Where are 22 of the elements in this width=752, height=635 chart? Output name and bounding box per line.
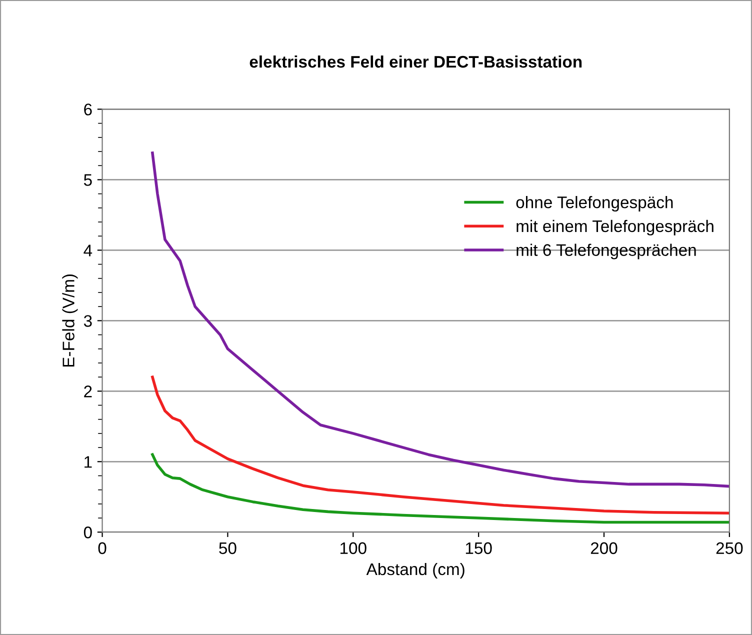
x-tick-label: 100: [340, 542, 366, 554]
y-axis-title: E-Feld (V/m): [62, 274, 78, 367]
legend-label: ohne Telefongespäch: [516, 196, 673, 212]
chart-title: elektrisches Feld einer DECT-Basisstation: [250, 55, 582, 68]
x-tick-label: 150: [466, 542, 492, 554]
y-tick-label: 4: [84, 244, 92, 256]
x-tick-label: 200: [590, 542, 618, 554]
y-tick-label: 2: [84, 386, 92, 398]
legend-label: mit einem Telefongespräch: [516, 220, 714, 236]
y-tick-label: 6: [84, 104, 92, 116]
line-series: [151, 376, 730, 514]
legend-label: mit 6 Telefongesprächen: [516, 244, 696, 260]
y-tick-label: 5: [84, 174, 92, 186]
x-tick-label: 250: [716, 542, 743, 554]
x-tick-label: 50: [219, 542, 236, 554]
line-series: [151, 152, 730, 488]
y-tick-label: 1: [84, 456, 92, 468]
x-tick-label: 0: [98, 542, 106, 554]
y-tick-label: 3: [84, 315, 92, 327]
x-axis-title: Abstand (cm): [366, 562, 464, 578]
y-tick-label: 0: [84, 526, 92, 538]
line-series: [151, 453, 730, 524]
